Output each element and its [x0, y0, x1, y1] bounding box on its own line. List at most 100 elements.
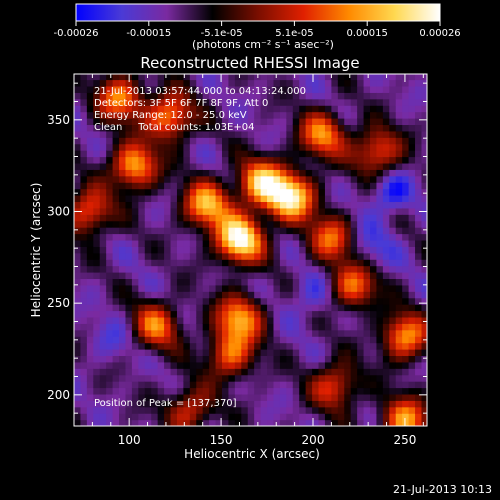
image-pixel	[415, 374, 423, 382]
image-pixel	[254, 329, 262, 337]
image-pixel	[389, 74, 397, 81]
image-pixel	[131, 239, 139, 247]
image-pixel	[74, 374, 82, 382]
image-pixel	[99, 278, 107, 286]
image-pixel	[189, 162, 197, 170]
image-pixel	[292, 162, 300, 170]
image-pixel	[376, 169, 384, 177]
image-pixel	[241, 98, 249, 106]
image-pixel	[344, 85, 352, 93]
image-pixel	[189, 272, 197, 280]
image-pixel	[415, 239, 423, 247]
image-pixel	[331, 368, 339, 376]
image-pixel	[370, 195, 378, 203]
image-pixel	[234, 162, 242, 170]
image-pixel	[222, 291, 230, 299]
image-pixel	[421, 85, 427, 93]
image-pixel	[292, 98, 300, 106]
image-pixel	[202, 201, 210, 209]
image-pixel	[144, 207, 152, 215]
image-pixel	[337, 74, 345, 81]
image-pixel	[170, 92, 178, 100]
image-pixel	[299, 252, 307, 260]
image-pixel	[99, 227, 107, 235]
image-pixel	[241, 175, 249, 183]
image-pixel	[344, 406, 352, 414]
image-pixel	[138, 175, 146, 183]
image-pixel	[183, 124, 191, 132]
image-pixel	[324, 162, 332, 170]
image-pixel	[421, 361, 427, 369]
image-pixel	[234, 182, 242, 190]
image-pixel	[395, 291, 403, 299]
image-pixel	[131, 124, 139, 132]
image-pixel	[222, 227, 230, 235]
image-pixel	[138, 74, 146, 81]
image-pixel	[415, 162, 423, 170]
image-pixel	[279, 374, 287, 382]
image-pixel	[337, 130, 345, 138]
image-pixel	[376, 387, 384, 395]
image-pixel	[382, 355, 390, 363]
image-pixel	[376, 124, 384, 132]
image-pixel	[196, 406, 204, 414]
image-pixel	[324, 310, 332, 318]
image-pixel	[286, 111, 294, 119]
image-pixel	[344, 74, 352, 81]
image-pixel	[337, 246, 345, 254]
image-pixel	[125, 150, 133, 158]
image-pixel	[228, 162, 236, 170]
image-pixel	[157, 79, 165, 87]
image-pixel	[324, 201, 332, 209]
image-pixel	[157, 336, 165, 344]
image-pixel	[144, 349, 152, 357]
image-pixel	[74, 342, 82, 350]
image-pixel	[312, 118, 320, 126]
image-pixel	[260, 227, 268, 235]
image-pixel	[215, 272, 223, 280]
image-pixel	[421, 220, 427, 228]
image-pixel	[370, 105, 378, 113]
image-pixel	[344, 355, 352, 363]
image-pixel	[350, 150, 358, 158]
image-pixel	[312, 297, 320, 305]
image-pixel	[138, 259, 146, 267]
image-pixel	[119, 98, 127, 106]
image-pixel	[202, 195, 210, 203]
image-pixel	[93, 239, 101, 247]
image-pixel	[138, 387, 146, 395]
image-pixel	[228, 124, 236, 132]
image-pixel	[215, 265, 223, 273]
image-pixel	[299, 355, 307, 363]
image-pixel	[350, 297, 358, 305]
image-pixel	[157, 272, 165, 280]
image-pixel	[292, 381, 300, 389]
image-pixel	[318, 111, 326, 119]
image-pixel	[157, 182, 165, 190]
image-pixel	[292, 284, 300, 292]
image-pixel	[267, 143, 275, 151]
image-pixel	[234, 272, 242, 280]
image-pixel	[176, 278, 184, 286]
image-pixel	[125, 85, 133, 93]
image-pixel	[331, 207, 339, 215]
image-pixel	[234, 387, 242, 395]
image-pixel	[376, 92, 384, 100]
image-pixel	[164, 381, 172, 389]
image-pixel	[112, 156, 120, 164]
image-pixel	[273, 355, 281, 363]
image-pixel	[119, 355, 127, 363]
image-pixel	[260, 195, 268, 203]
image-pixel	[222, 175, 230, 183]
image-pixel	[331, 98, 339, 106]
image-pixel	[363, 85, 371, 93]
image-pixel	[86, 278, 94, 286]
image-pixel	[408, 381, 416, 389]
image-pixel	[318, 79, 326, 87]
image-pixel	[324, 220, 332, 228]
image-pixel	[408, 195, 416, 203]
image-pixel	[170, 182, 178, 190]
image-pixel	[337, 316, 345, 324]
image-pixel	[299, 150, 307, 158]
image-pixel	[86, 207, 94, 215]
